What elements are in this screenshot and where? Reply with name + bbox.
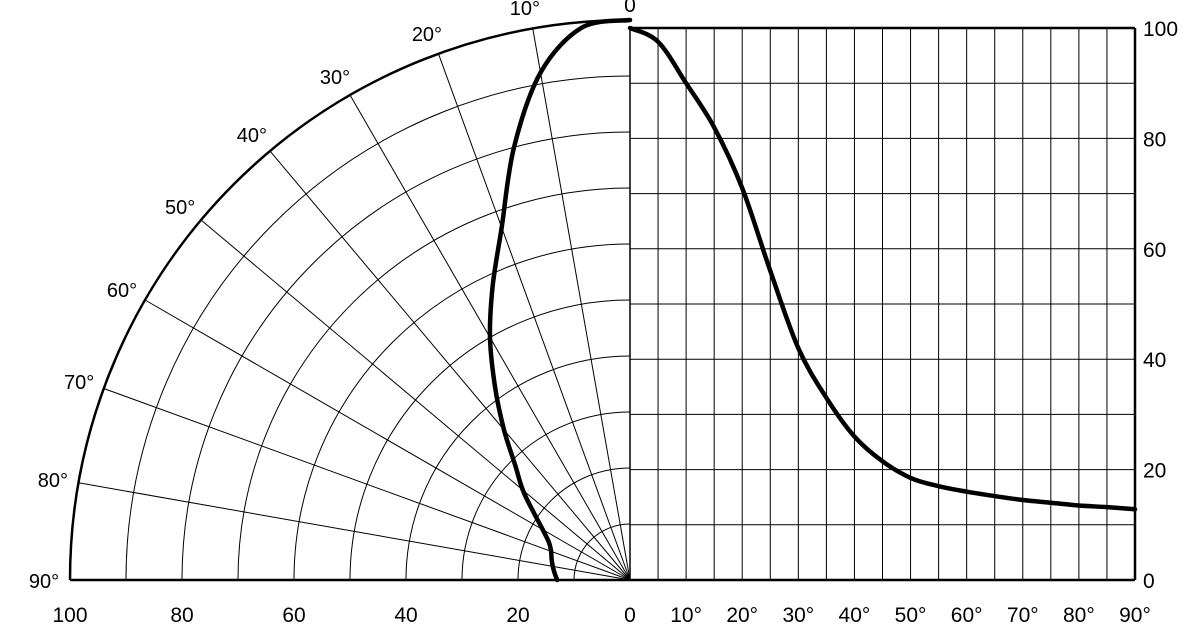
x-tick-label: 20°: [726, 604, 758, 627]
polar-grid-arc: [461, 411, 631, 581]
polar-spoke: [437, 53, 631, 581]
polar-angle-label: 80°: [38, 470, 68, 492]
polar-grid-arc: [517, 467, 631, 581]
x-tick-label: 30°: [782, 604, 814, 627]
polar-grid-arc: [405, 355, 631, 581]
polar-angle-label: 60°: [107, 280, 137, 302]
polar-angle-label: 50°: [165, 197, 195, 219]
polar-grid-arc: [181, 131, 631, 581]
polar-angle-label: 70°: [64, 372, 94, 394]
x-tick-label: 60°: [951, 604, 983, 627]
polar-angle-label: 40°: [237, 125, 267, 147]
y-tick-label: 20: [1143, 460, 1166, 483]
polar-angle-label: 0: [624, 0, 636, 17]
polar-grid-arc: [349, 299, 631, 581]
polar-grid: [68, 18, 631, 581]
polar-grid-arc: [293, 243, 631, 581]
label-layer: 0 10° 20° 30° 40° 50° 60° 70° 80° 90° 100 80 60 40 20 0…: [29, 0, 1178, 627]
x-tick-label: 80°: [1063, 604, 1095, 627]
y-tick-label: 80: [1143, 128, 1166, 151]
polar-outer-arc: [68, 18, 631, 581]
polar-grid-arc: [125, 75, 631, 581]
polar-spoke: [144, 299, 631, 581]
x-tick-label: 0: [624, 604, 636, 627]
radius-tick-label: 20: [506, 604, 529, 627]
polar-intensity-curve: [487, 17, 633, 583]
radius-tick-label: 80: [170, 604, 193, 627]
y-tick-label: 0: [1143, 570, 1155, 593]
polar-spoke: [532, 28, 631, 581]
polar-angle-label: 20°: [412, 24, 442, 46]
x-tick-label: 90°: [1119, 604, 1151, 627]
x-tick-label: 70°: [1007, 604, 1039, 627]
radius-tick-label: 40: [394, 604, 417, 627]
polar-spoke: [78, 482, 631, 581]
y-tick-label: 40: [1143, 349, 1166, 372]
cartesian-grid: [70, 26, 1137, 582]
polar-angle-label: 90°: [29, 571, 59, 593]
polar-grid-arc: [573, 523, 631, 581]
polar-spoke: [269, 150, 631, 581]
polar-grid-arc: [237, 187, 631, 581]
y-tick-label: 100: [1143, 18, 1178, 41]
radius-tick-label: 60: [282, 604, 305, 627]
y-tick-label: 60: [1143, 239, 1166, 262]
polar-spoke: [103, 387, 631, 581]
x-tick-label: 10°: [670, 604, 702, 627]
x-tick-label: 40°: [839, 604, 871, 627]
polar-angle-label: 30°: [320, 67, 350, 89]
radius-tick-label: 100: [52, 604, 87, 627]
cartesian-intensity-curve: [627, 25, 1138, 512]
polar-angle-label: 10°: [510, 0, 540, 20]
x-tick-label: 50°: [895, 604, 927, 627]
series-layer: [487, 17, 1138, 583]
polar-spoke: [200, 219, 631, 581]
